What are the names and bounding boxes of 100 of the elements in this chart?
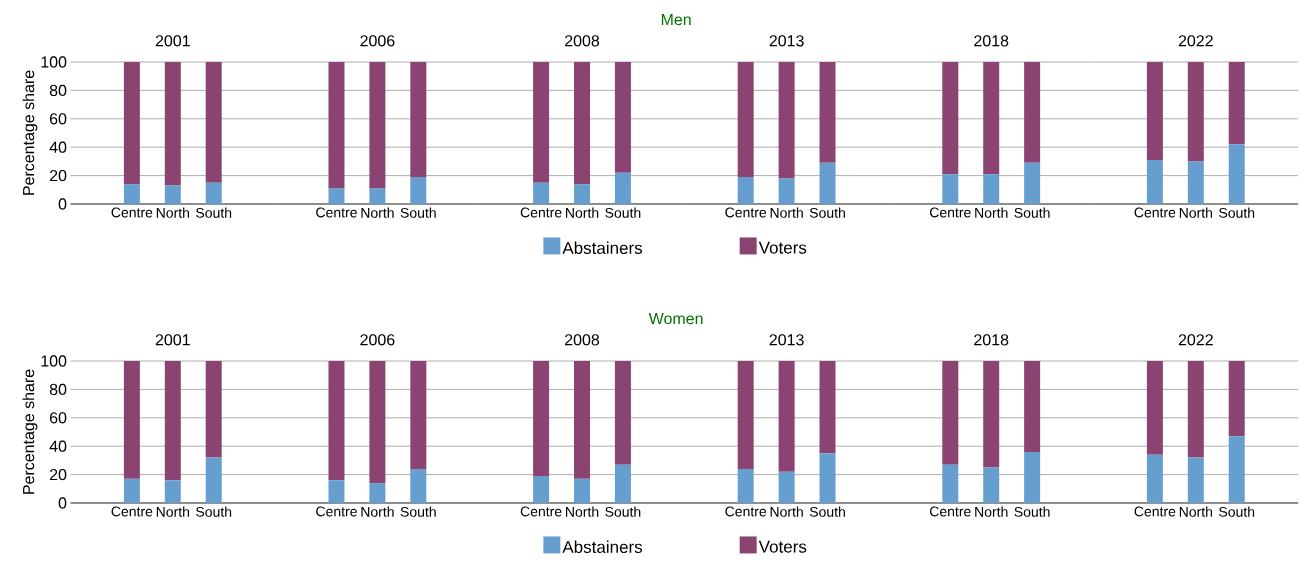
- x-tick-label: South: [1014, 207, 1050, 218]
- bar: [410, 361, 427, 469]
- bar: [123, 184, 140, 204]
- bar: [1228, 436, 1245, 503]
- x-tick-label: South: [605, 207, 641, 218]
- bar: [983, 467, 1000, 503]
- bar: [819, 453, 836, 503]
- x-tick-label: Centre: [111, 207, 153, 218]
- chart-title: 2022: [1178, 35, 1213, 47]
- bar: [737, 468, 754, 503]
- chart-title: 2013: [769, 334, 804, 346]
- x-tick-label: North: [1179, 207, 1213, 218]
- bar: [1187, 361, 1204, 458]
- bar: [574, 184, 590, 204]
- bar: [533, 361, 550, 477]
- x-tick-label: South: [605, 506, 641, 517]
- bar: [164, 62, 181, 186]
- y-tick-label: 20: [49, 468, 67, 481]
- bar: [205, 457, 222, 503]
- legend-label: Voters: [758, 540, 807, 553]
- bar: [205, 182, 222, 204]
- x-tick-label: South: [196, 207, 232, 218]
- x-tick-label: North: [1179, 506, 1213, 517]
- bar: [819, 62, 836, 163]
- x-tick-label: South: [1219, 506, 1255, 517]
- bar: [614, 62, 631, 173]
- bar: [123, 361, 140, 479]
- y-tick-label: 0: [58, 198, 67, 210]
- bar: [614, 172, 631, 204]
- chart-title: 2008: [565, 35, 600, 47]
- x-tick-label: South: [400, 207, 436, 218]
- bar: [533, 182, 550, 204]
- legend-label: Abstainers: [562, 540, 643, 554]
- bar: [778, 471, 795, 503]
- x-tick-label: South: [400, 506, 436, 517]
- bar: [942, 464, 959, 503]
- chart-title: 2001: [155, 334, 190, 346]
- y-tick-label: 20: [49, 169, 67, 182]
- bar: [123, 478, 140, 503]
- chart-title: 2008: [565, 334, 600, 346]
- y-tick-label: 80: [49, 84, 67, 97]
- x-tick-label: North: [361, 506, 394, 517]
- y-tick-label: 40: [49, 141, 67, 153]
- x-tick-label: Centre: [1134, 506, 1176, 517]
- chart-title: 2018: [974, 35, 1009, 47]
- x-tick-label: Centre: [520, 207, 562, 218]
- bar: [1228, 144, 1245, 204]
- y-axis-title: Percentage share: [22, 369, 38, 494]
- bar: [1187, 161, 1204, 204]
- x-tick-label: North: [361, 207, 394, 218]
- bar: [369, 361, 386, 484]
- x-tick-label: South: [809, 207, 845, 218]
- x-tick-label: North: [975, 207, 1008, 218]
- bar: [574, 62, 590, 185]
- x-tick-label: North: [566, 207, 599, 218]
- y-tick-label: 80: [49, 383, 67, 396]
- x-tick-label: South: [809, 506, 845, 517]
- bar: [1228, 62, 1245, 145]
- bar: [164, 361, 181, 481]
- chart-title: 2013: [769, 35, 804, 47]
- bar: [819, 361, 836, 454]
- bar: [328, 361, 345, 481]
- chart-title: 2018: [974, 334, 1009, 346]
- bar: [614, 361, 631, 465]
- y-tick-label: 100: [41, 355, 67, 367]
- bar: [737, 62, 754, 178]
- chart-title: 2006: [360, 35, 395, 47]
- bar: [164, 185, 181, 204]
- bar: [1146, 62, 1163, 160]
- bar: [778, 62, 795, 179]
- text: Women: [648, 313, 703, 325]
- x-tick-label: Centre: [929, 207, 971, 218]
- x-tick-label: North: [770, 506, 803, 517]
- chart-title: 2006: [360, 334, 395, 346]
- x-tick-label: North: [156, 506, 190, 517]
- bar: [328, 480, 345, 503]
- bar: [1187, 457, 1204, 503]
- x-tick-label: Centre: [725, 506, 767, 517]
- bar: [1024, 361, 1041, 452]
- y-axis-title: Percentage share: [22, 70, 38, 195]
- y-tick-label: 100: [41, 56, 67, 68]
- bar: [369, 483, 386, 503]
- bar: [205, 62, 222, 183]
- bar: [778, 361, 795, 472]
- x-tick-label: North: [566, 506, 599, 517]
- x-tick-label: Centre: [111, 506, 153, 517]
- bar: [123, 62, 140, 185]
- bar: [778, 178, 795, 204]
- legend-label: Abstainers: [562, 241, 643, 255]
- y-tick-label: 60: [49, 113, 67, 125]
- bar: [942, 361, 959, 465]
- bar: [1146, 361, 1163, 455]
- bar: [1228, 361, 1245, 437]
- bar: [737, 361, 754, 469]
- bar: [983, 361, 1000, 468]
- bar: [164, 480, 181, 503]
- bar: [614, 464, 631, 503]
- x-tick-label: South: [1014, 506, 1050, 517]
- text: Men: [661, 14, 691, 26]
- bar: [1187, 62, 1204, 162]
